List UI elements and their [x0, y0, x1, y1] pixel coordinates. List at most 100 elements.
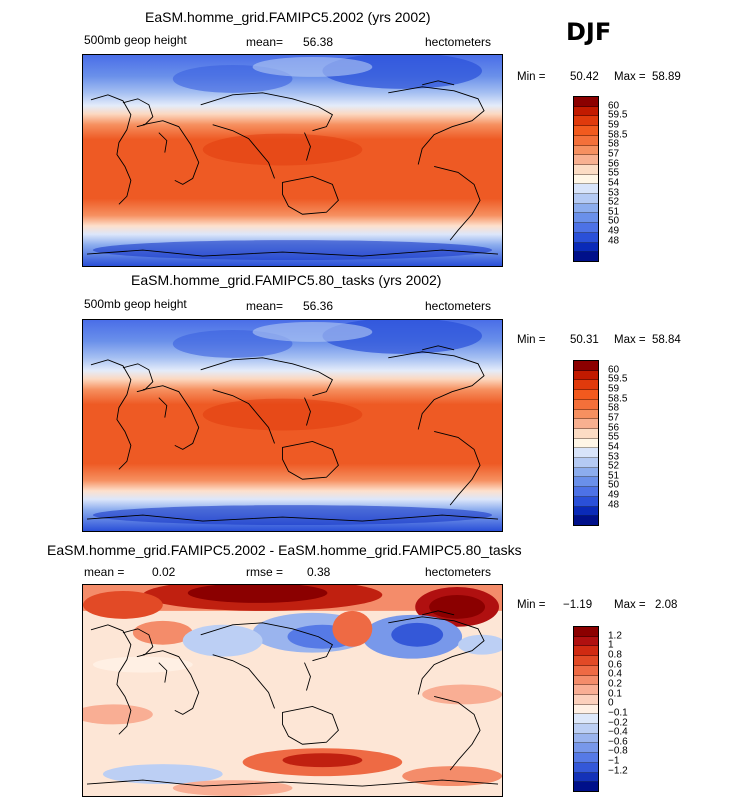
colorbar-label: 48	[608, 499, 620, 511]
panel-2-min-label: Min =	[517, 334, 546, 346]
colorbar-swatch	[574, 467, 598, 478]
panel-3-map	[82, 584, 503, 797]
colorbar-swatch	[574, 145, 598, 156]
colorbar-swatch	[574, 685, 598, 695]
colorbar-label: 0.1	[608, 688, 622, 699]
panel-2-units: hectometers	[425, 299, 492, 313]
panel-2-mean-value: 56.36	[303, 299, 334, 313]
colorbar-swatch	[574, 370, 598, 381]
colorbar-label: 56	[608, 422, 620, 433]
panel-3-rmse-value: 0.38	[307, 565, 331, 579]
colorbar-label: 57	[608, 412, 620, 424]
panel-2-title: EaSM.homme_grid.FAMIPC5.80_tasks (yrs 20…	[131, 272, 442, 288]
colorbar-label: 0.4	[608, 668, 622, 680]
colorbar-label: 58	[608, 402, 620, 414]
panel-3-mean-label: mean =	[84, 565, 125, 579]
colorbar-swatch	[574, 772, 598, 783]
colorbar-swatch	[574, 714, 598, 725]
panel-3-min-label: Min =	[517, 599, 546, 611]
colorbar-label: −1.2	[608, 765, 628, 777]
colorbar-label: 49	[608, 489, 620, 501]
colorbar-swatch	[574, 516, 598, 525]
colorbar-label: 53	[608, 451, 620, 462]
colorbar-swatch	[574, 665, 598, 676]
panel-1-min-value: 50.42	[570, 71, 599, 83]
panel-3-min-value: −1.19	[563, 599, 593, 611]
colorbar-swatch	[574, 656, 598, 666]
colorbar-swatch	[574, 496, 598, 507]
colorbar-label: 58	[608, 138, 620, 150]
colorbar-swatch	[574, 782, 598, 791]
colorbar-label: 54	[608, 177, 620, 189]
colorbar-swatch	[574, 97, 598, 107]
colorbar-swatch	[574, 409, 598, 420]
colorbar-label: 57	[608, 148, 620, 160]
colorbar-swatch	[574, 724, 598, 734]
panel-1-units: hectometers	[425, 35, 492, 49]
colorbar-swatch	[574, 419, 598, 429]
colorbar-swatch	[574, 106, 598, 117]
colorbar-label: 50	[608, 479, 620, 491]
colorbar-swatch	[574, 675, 598, 686]
colorbar-swatch	[574, 242, 598, 253]
colorbar-swatch	[574, 458, 598, 468]
colorbar-label: 1	[608, 639, 614, 651]
colorbar-swatch	[574, 126, 598, 136]
colorbar-swatch	[574, 184, 598, 195]
colorbar-label: 53	[608, 187, 620, 198]
colorbar-label: −0.4	[608, 726, 628, 738]
panel-1-colorbar	[573, 96, 599, 262]
colorbar-swatch	[574, 213, 598, 224]
colorbar-swatch	[574, 164, 598, 175]
panel-3-mean-value: 0.02	[152, 565, 176, 579]
colorbar-swatch	[574, 380, 598, 391]
colorbar-label: 51	[608, 206, 620, 218]
colorbar-swatch	[574, 506, 598, 517]
colorbar-swatch	[574, 174, 598, 185]
colorbar-swatch	[574, 155, 598, 165]
colorbar-swatch	[574, 223, 598, 233]
colorbar-swatch	[574, 232, 598, 243]
colorbar-swatch	[574, 704, 598, 715]
colorbar-swatch	[574, 762, 598, 773]
panel-3-title: EaSM.homme_grid.FAMIPC5.2002 - EaSM.homm…	[47, 542, 522, 558]
season-label: DJF	[566, 18, 612, 46]
colorbar-label: 0.6	[608, 659, 622, 671]
colorbar-label: 52	[608, 460, 620, 472]
panel-3-units: hectometers	[425, 565, 492, 579]
colorbar-label: 1.2	[608, 630, 622, 642]
colorbar-label: 0.8	[608, 649, 622, 661]
colorbar-swatch	[574, 116, 598, 127]
colorbar-swatch	[574, 694, 598, 705]
panel-2-map	[82, 319, 503, 532]
panel-1-min-label: Min =	[517, 71, 546, 83]
panel-2-mean-label: mean=	[246, 299, 284, 313]
colorbar-swatch	[574, 203, 598, 214]
colorbar-swatch	[574, 194, 598, 204]
colorbar-swatch	[574, 753, 598, 763]
colorbar-swatch	[574, 487, 598, 497]
panel-2-max-value: 58.84	[652, 334, 681, 346]
panel-1-max-value: 58.89	[652, 71, 681, 83]
panel-1-mean-value: 56.38	[303, 35, 334, 49]
colorbar-label: 60	[608, 100, 620, 112]
colorbar-label: 52	[608, 196, 620, 208]
panel-2-colorbar	[573, 360, 599, 526]
panel-1-title: EaSM.homme_grid.FAMIPC5.2002 (yrs 2002)	[145, 9, 431, 25]
colorbar-label: 59.5	[608, 373, 628, 385]
panel-2-min-value: 50.31	[570, 334, 599, 346]
colorbar-swatch	[574, 428, 598, 439]
colorbar-swatch	[574, 636, 598, 647]
colorbar-swatch	[574, 390, 598, 400]
colorbar-swatch	[574, 361, 598, 371]
colorbar-label: 59.5	[608, 109, 628, 121]
colorbar-swatch	[574, 135, 598, 146]
colorbar-label: 48	[608, 235, 620, 247]
colorbar-swatch	[574, 252, 598, 261]
panel-2-variable-label: 500mb geop height	[84, 297, 187, 311]
colorbar-swatch	[574, 438, 598, 449]
colorbar-swatch	[574, 477, 598, 488]
colorbar-swatch	[574, 733, 598, 744]
colorbar-swatch	[574, 627, 598, 637]
colorbar-label: 0.2	[608, 678, 622, 690]
